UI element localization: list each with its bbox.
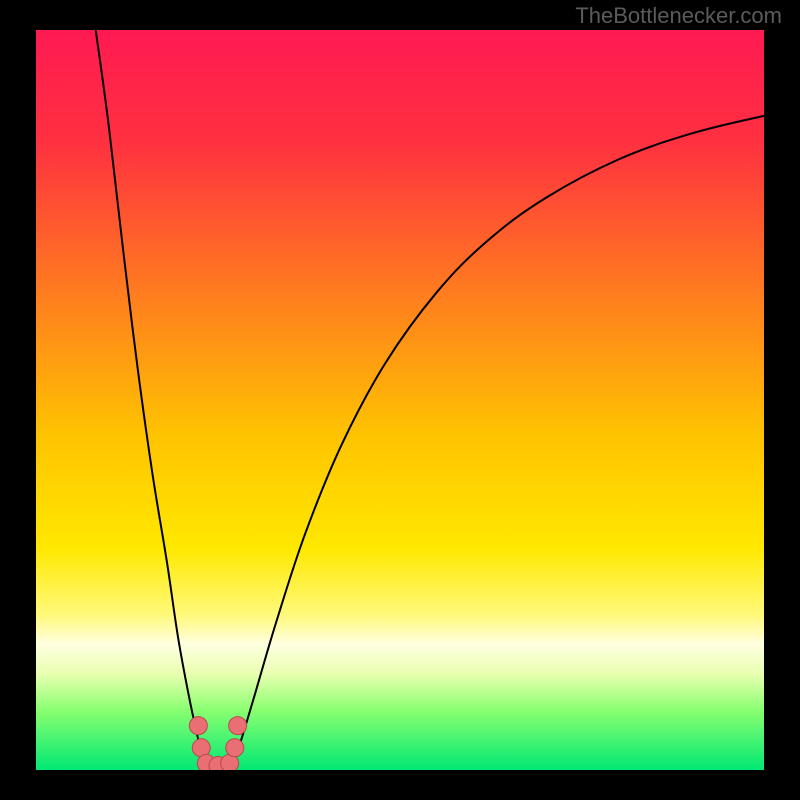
marker-point <box>229 717 247 735</box>
gradient-background <box>36 30 764 770</box>
chart-frame: TheBottlenecker.com <box>0 0 800 800</box>
plot-svg <box>36 30 764 770</box>
marker-point <box>226 739 244 757</box>
watermark-label: TheBottlenecker.com <box>575 3 782 29</box>
plot-area <box>36 30 764 770</box>
marker-point <box>189 717 207 735</box>
